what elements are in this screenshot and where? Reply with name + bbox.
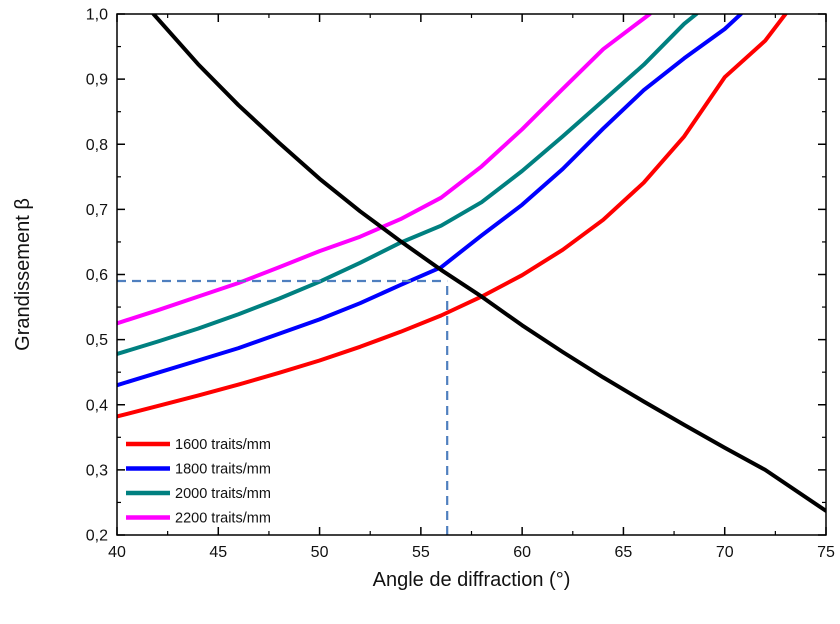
series-line-2000 (117, 14, 699, 356)
x-tick-label: 50 (311, 544, 329, 561)
y-tick-label: 0,4 (86, 397, 108, 414)
series-line-2200 (117, 14, 652, 326)
series-line-1800 (117, 14, 743, 388)
y-tick-label: 0,9 (86, 72, 108, 89)
legend-label: 2000 traits/mm (175, 486, 271, 502)
series-line-black-curve (151, 14, 826, 513)
y-tick-label: 0,5 (86, 332, 108, 349)
y-tick-label: 0,6 (86, 267, 108, 284)
x-tick-label: 65 (615, 544, 633, 561)
plot-lines (117, 14, 826, 513)
x-tick-label: 40 (108, 544, 126, 561)
x-tick-label: 55 (412, 544, 430, 561)
y-tick-label: 1,0 (86, 7, 108, 24)
x-tick-label: 45 (209, 544, 227, 561)
x-tick-label: 75 (817, 544, 835, 561)
legend-label: 1800 traits/mm (175, 462, 271, 478)
y-tick-label: 0,8 (86, 137, 108, 154)
series-line-1600 (117, 14, 788, 419)
y-tick-label: 0,7 (86, 202, 108, 219)
axis-ticks (116, 13, 827, 536)
legend-label: 1600 traits/mm (175, 437, 271, 453)
y-axis-title: Grandissement β (12, 198, 34, 351)
x-tick-label: 70 (716, 544, 734, 561)
x-tick-label: 60 (513, 544, 531, 561)
legend-label: 2200 traits/mm (175, 511, 271, 527)
y-tick-label: 0,3 (86, 462, 108, 479)
reference-lines (117, 279, 449, 535)
legend: 1600 traits/mm 1800 traits/mm 2000 traits/… (126, 437, 271, 527)
tick-labels: 40 45 50 55 60 65 70 75 0,2 0,3 0,4 0,5 0,6 0,7 0,8 0,9… (86, 7, 835, 562)
y-tick-label: 0,2 (86, 528, 108, 545)
x-axis-title: Angle de diffraction (°) (373, 569, 571, 591)
